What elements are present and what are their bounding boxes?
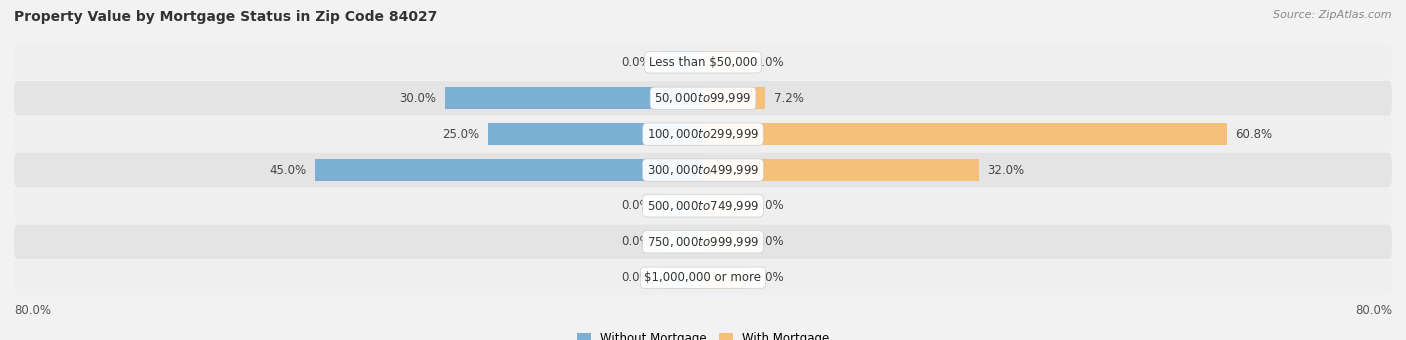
FancyBboxPatch shape xyxy=(14,260,1392,295)
Text: 0.0%: 0.0% xyxy=(621,235,651,248)
Bar xyxy=(703,159,979,181)
Bar xyxy=(703,267,747,289)
Text: $300,000 to $499,999: $300,000 to $499,999 xyxy=(647,163,759,177)
Bar xyxy=(488,123,703,145)
Text: 0.0%: 0.0% xyxy=(755,56,785,69)
Bar xyxy=(659,195,703,217)
Text: 80.0%: 80.0% xyxy=(1355,304,1392,317)
Text: 0.0%: 0.0% xyxy=(755,199,785,212)
Bar xyxy=(659,267,703,289)
Bar xyxy=(703,87,765,109)
Text: Source: ZipAtlas.com: Source: ZipAtlas.com xyxy=(1274,10,1392,20)
Text: 0.0%: 0.0% xyxy=(621,56,651,69)
Bar xyxy=(444,87,703,109)
Text: 45.0%: 45.0% xyxy=(270,164,307,176)
FancyBboxPatch shape xyxy=(14,117,1392,151)
Bar xyxy=(703,231,747,253)
Text: $750,000 to $999,999: $750,000 to $999,999 xyxy=(647,235,759,249)
Text: 0.0%: 0.0% xyxy=(621,199,651,212)
Text: 0.0%: 0.0% xyxy=(755,235,785,248)
Text: Less than $50,000: Less than $50,000 xyxy=(648,56,758,69)
Text: 80.0%: 80.0% xyxy=(14,304,51,317)
Legend: Without Mortgage, With Mortgage: Without Mortgage, With Mortgage xyxy=(572,328,834,340)
Text: 60.8%: 60.8% xyxy=(1236,128,1272,141)
Bar xyxy=(703,195,747,217)
Bar xyxy=(315,159,703,181)
Text: 30.0%: 30.0% xyxy=(399,92,436,105)
FancyBboxPatch shape xyxy=(14,81,1392,116)
Text: $500,000 to $749,999: $500,000 to $749,999 xyxy=(647,199,759,213)
Text: $100,000 to $299,999: $100,000 to $299,999 xyxy=(647,127,759,141)
Bar xyxy=(703,123,1226,145)
Text: 7.2%: 7.2% xyxy=(773,92,803,105)
Text: $50,000 to $99,999: $50,000 to $99,999 xyxy=(654,91,752,105)
Text: 0.0%: 0.0% xyxy=(621,271,651,284)
Text: Property Value by Mortgage Status in Zip Code 84027: Property Value by Mortgage Status in Zip… xyxy=(14,10,437,24)
FancyBboxPatch shape xyxy=(14,45,1392,80)
Bar xyxy=(659,231,703,253)
FancyBboxPatch shape xyxy=(14,153,1392,187)
FancyBboxPatch shape xyxy=(14,189,1392,223)
Text: $1,000,000 or more: $1,000,000 or more xyxy=(644,271,762,284)
Text: 32.0%: 32.0% xyxy=(987,164,1025,176)
Text: 0.0%: 0.0% xyxy=(755,271,785,284)
FancyBboxPatch shape xyxy=(14,224,1392,259)
Bar xyxy=(659,51,703,73)
Bar xyxy=(703,51,747,73)
Text: 25.0%: 25.0% xyxy=(441,128,479,141)
